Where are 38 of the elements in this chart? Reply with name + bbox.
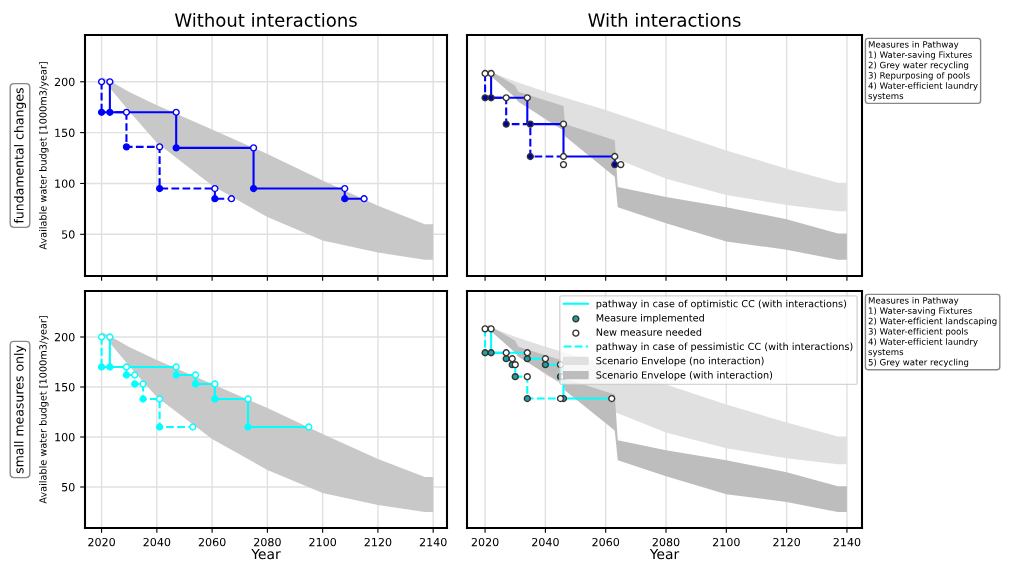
x-tick-label: 2040 <box>532 537 559 547</box>
y-tick-label: 200 <box>54 77 75 87</box>
y-tick-label: 50 <box>62 482 75 492</box>
text: Measures in Pathway 1) Water-saving Fixtures 2) Water-efficient landscaping 3) Water-efficient pools 4) Water-efficient laundry systems 5) Grey water recycling <box>868 297 997 368</box>
text: Measures in Pathway 1) Water-saving Fixtures 2) Grey water recycling 3) Repurposing of pools 4) Water-efficient laundry systems <box>868 41 978 101</box>
y-tick-label: 150 <box>55 382 75 392</box>
x-tick-label: 2120 <box>773 537 801 547</box>
legend-label: New measure needed <box>596 328 702 336</box>
y-tick-label: 200 <box>54 332 75 342</box>
x-tick-label: 2080 <box>254 537 281 547</box>
y-axis-title: Available water budget [1000m3/year] <box>39 62 49 250</box>
x-tick-label: 2060 <box>198 537 226 547</box>
x-tick-label: 2060 <box>592 537 620 547</box>
chart-title: Without interactions <box>174 12 357 27</box>
x-axis-title: Year <box>649 548 680 560</box>
x-tick-label: 2080 <box>652 537 680 547</box>
y-tick-label: 50 <box>62 230 75 239</box>
x-tick-label: 2100 <box>712 537 740 547</box>
y-tick-label: 150 <box>55 128 75 137</box>
chart-title: With interactions <box>588 12 741 27</box>
y-axis-title: Available water budget [1000m3/year] <box>39 316 49 504</box>
x-tick-label: 2140 <box>419 537 447 547</box>
legend-label: pathway in case of optimistic CC (with interactions) <box>596 299 847 310</box>
x-tick-label: 2040 <box>143 537 171 547</box>
x-tick-label: 2020 <box>88 537 115 547</box>
x-tick-label: 2140 <box>833 537 861 547</box>
x-tick-label: 2100 <box>309 537 337 547</box>
legend-label: Scenario Envelope (with interaction) <box>596 371 773 381</box>
x-tick-label: 2120 <box>364 537 392 547</box>
text: small measures only <box>13 345 27 474</box>
legend-label: Scenario Envelope (no interaction) <box>596 356 764 367</box>
y-tick-label: 100 <box>55 432 75 442</box>
x-tick-label: 2020 <box>471 537 499 547</box>
y-tick-label: 100 <box>55 179 75 188</box>
legend-label: Measure implemented <box>596 314 704 324</box>
legend-label: pathway in case of pessimistic CC (with interactions) <box>596 342 853 352</box>
x-axis-title: Year <box>251 548 281 560</box>
text: fundamental changes <box>13 88 27 224</box>
